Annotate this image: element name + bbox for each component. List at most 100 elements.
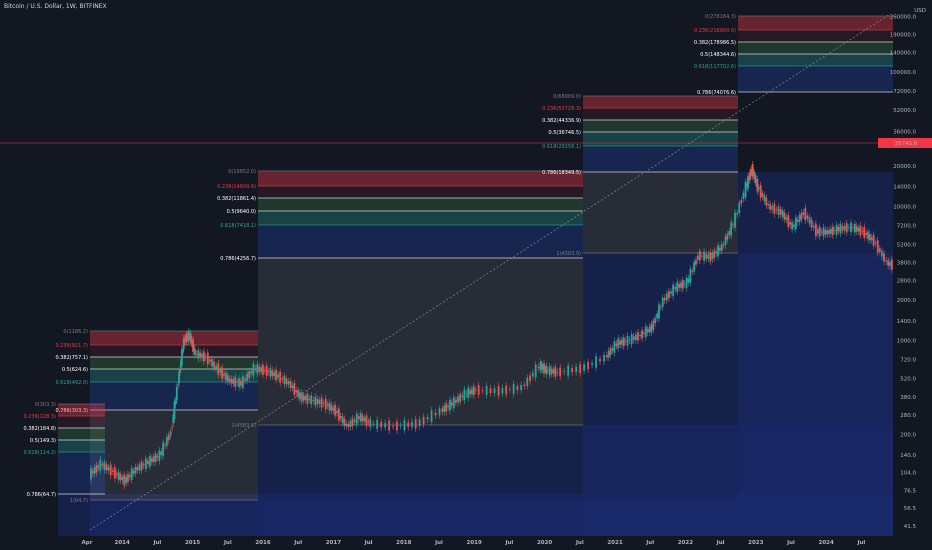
candle-body xyxy=(142,464,145,466)
candle-body xyxy=(545,365,548,375)
candle-body xyxy=(115,473,118,475)
candle-body xyxy=(839,223,842,234)
candle-body xyxy=(215,365,218,369)
fib-band xyxy=(258,211,583,225)
candle-body xyxy=(859,225,862,236)
candle-body xyxy=(455,399,457,403)
candle-body xyxy=(548,366,551,376)
y-tick-label: 36000.0 xyxy=(893,130,916,136)
candle-body xyxy=(773,203,776,215)
x-tick-label: 2019 xyxy=(467,540,482,546)
y-tick-label: 7200.0 xyxy=(897,223,917,229)
candle-body xyxy=(698,250,701,261)
candle-body xyxy=(520,384,523,391)
candle-body xyxy=(652,320,655,330)
candle-body xyxy=(330,404,333,411)
candle-body xyxy=(469,390,471,395)
candle-body xyxy=(740,200,743,204)
candle-body xyxy=(179,369,181,373)
candle-body xyxy=(97,465,100,468)
candle-body xyxy=(246,373,249,381)
candle-body xyxy=(628,339,631,341)
candle-body xyxy=(841,226,844,231)
candle-body xyxy=(434,412,437,416)
candle-body xyxy=(188,333,191,338)
candle-body xyxy=(302,395,305,401)
candle-body xyxy=(175,387,178,401)
fib-level-label: 0.786(18349.5) xyxy=(542,170,581,176)
candle-body xyxy=(271,370,274,377)
candle-body xyxy=(689,268,692,283)
candle-body xyxy=(204,356,207,358)
fib-level-label: 0.5(148344.6) xyxy=(700,52,736,58)
candle-body xyxy=(595,356,597,368)
candle-body xyxy=(820,231,823,233)
candle-body xyxy=(223,373,225,376)
candle-body xyxy=(847,227,850,229)
x-tick-label: 2014 xyxy=(115,540,130,546)
candle-body xyxy=(683,283,686,285)
candle-body xyxy=(372,423,375,425)
candle-body xyxy=(254,368,257,370)
candle-body xyxy=(771,206,774,210)
candle-body xyxy=(399,425,402,427)
candle-body xyxy=(885,260,888,262)
candle-body xyxy=(463,389,466,401)
candle-body xyxy=(361,415,364,422)
candle-body xyxy=(267,371,270,373)
fib-band xyxy=(58,404,105,416)
candle-body xyxy=(816,229,819,234)
candle-body xyxy=(125,476,127,484)
fib-level-label: 0.382(757.1) xyxy=(55,355,88,361)
fib-level-label: 0.786(303.3) xyxy=(55,408,88,414)
candle-body xyxy=(228,378,231,382)
candle-body xyxy=(887,260,890,266)
candle-body xyxy=(343,418,346,426)
candle-body xyxy=(411,421,413,427)
y-tick-label: 380.0 xyxy=(900,395,916,401)
candle-body xyxy=(861,230,864,232)
candle-body xyxy=(713,250,716,259)
candle-body xyxy=(726,234,729,240)
candle-body xyxy=(738,202,741,214)
fib-band xyxy=(738,66,893,92)
y-tick-label: 100000.0 xyxy=(890,70,917,76)
candle-body xyxy=(717,245,719,257)
candle-body xyxy=(539,361,542,371)
fib-level-label: 0.786(64.7) xyxy=(27,492,56,498)
candle-body xyxy=(505,385,508,395)
fib-band xyxy=(258,225,583,258)
trend-line xyxy=(89,13,891,531)
candle-body xyxy=(152,456,155,462)
candle-body xyxy=(763,195,766,202)
candle-body xyxy=(852,227,854,228)
candle-body xyxy=(857,227,860,232)
candle-body xyxy=(324,398,327,410)
candle-body xyxy=(238,378,240,388)
candle-body xyxy=(634,334,637,341)
candle-body xyxy=(297,390,299,398)
candle-body xyxy=(685,277,688,289)
x-tick-label: Jul xyxy=(504,540,513,546)
candle-body xyxy=(730,222,733,236)
candle-body xyxy=(755,181,758,184)
candle-body xyxy=(414,419,417,429)
candle-body xyxy=(199,352,202,358)
candle-body xyxy=(552,369,555,374)
candle-body xyxy=(824,229,827,235)
fib-band xyxy=(583,146,738,172)
candle-body xyxy=(355,413,358,425)
candle-body xyxy=(339,415,342,419)
candle-body xyxy=(91,470,94,474)
candle-body xyxy=(130,468,133,480)
candle-body xyxy=(140,462,143,471)
candle-body xyxy=(656,313,658,319)
candle-body xyxy=(260,367,262,372)
candle-body xyxy=(599,358,601,362)
candle-body xyxy=(678,284,681,288)
candle-body xyxy=(90,468,92,480)
candle-body xyxy=(872,234,875,246)
candle-body xyxy=(180,349,183,366)
candle-body xyxy=(457,396,459,403)
